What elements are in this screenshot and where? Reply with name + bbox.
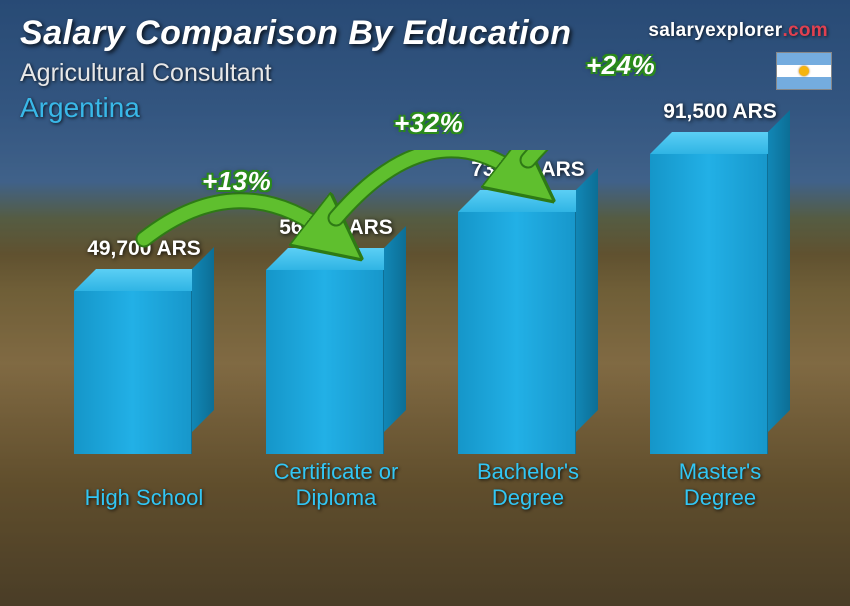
bar <box>650 154 768 454</box>
chart-subtitle: Agricultural Consultant <box>20 59 572 88</box>
bar-side <box>768 110 790 432</box>
bar-value-label: 73,800 ARS <box>438 158 618 182</box>
bar-x-label: Master'sDegree <box>630 459 810 510</box>
bar-side <box>192 247 214 432</box>
bar-side <box>384 226 406 432</box>
increase-badge: +13% <box>202 166 271 197</box>
bar-front <box>266 270 384 454</box>
bar-x-label: Bachelor'sDegree <box>438 459 618 510</box>
bar <box>266 270 384 454</box>
watermark: salaryexplorer.com <box>648 20 828 42</box>
flag-sun-icon <box>799 66 809 76</box>
bar <box>74 291 192 454</box>
increase-badge: +32% <box>394 108 463 139</box>
bar-chart: 49,700 ARS High School 56,100 ARS Certifica… <box>40 150 800 580</box>
bar-front <box>650 154 768 454</box>
bar-value-label: 49,700 ARS <box>54 237 234 261</box>
watermark-main: salaryexplorer <box>648 20 782 41</box>
chart-country: Argentina <box>20 92 572 124</box>
bar-x-label: High School <box>54 485 234 510</box>
title-block: Salary Comparison By Education Agricultu… <box>20 14 572 124</box>
watermark-suffix: .com <box>782 20 828 41</box>
bar-front <box>74 291 192 454</box>
bar-front <box>458 212 576 454</box>
bar-x-label: Certificate orDiploma <box>246 459 426 510</box>
bar <box>458 212 576 454</box>
bar-value-label: 91,500 ARS <box>630 100 810 124</box>
bar-value-label: 56,100 ARS <box>246 216 426 240</box>
bar-side <box>576 168 598 432</box>
chart-title: Salary Comparison By Education <box>20 14 572 53</box>
increase-badge: +24% <box>586 50 655 81</box>
flag-argentina <box>776 52 832 90</box>
